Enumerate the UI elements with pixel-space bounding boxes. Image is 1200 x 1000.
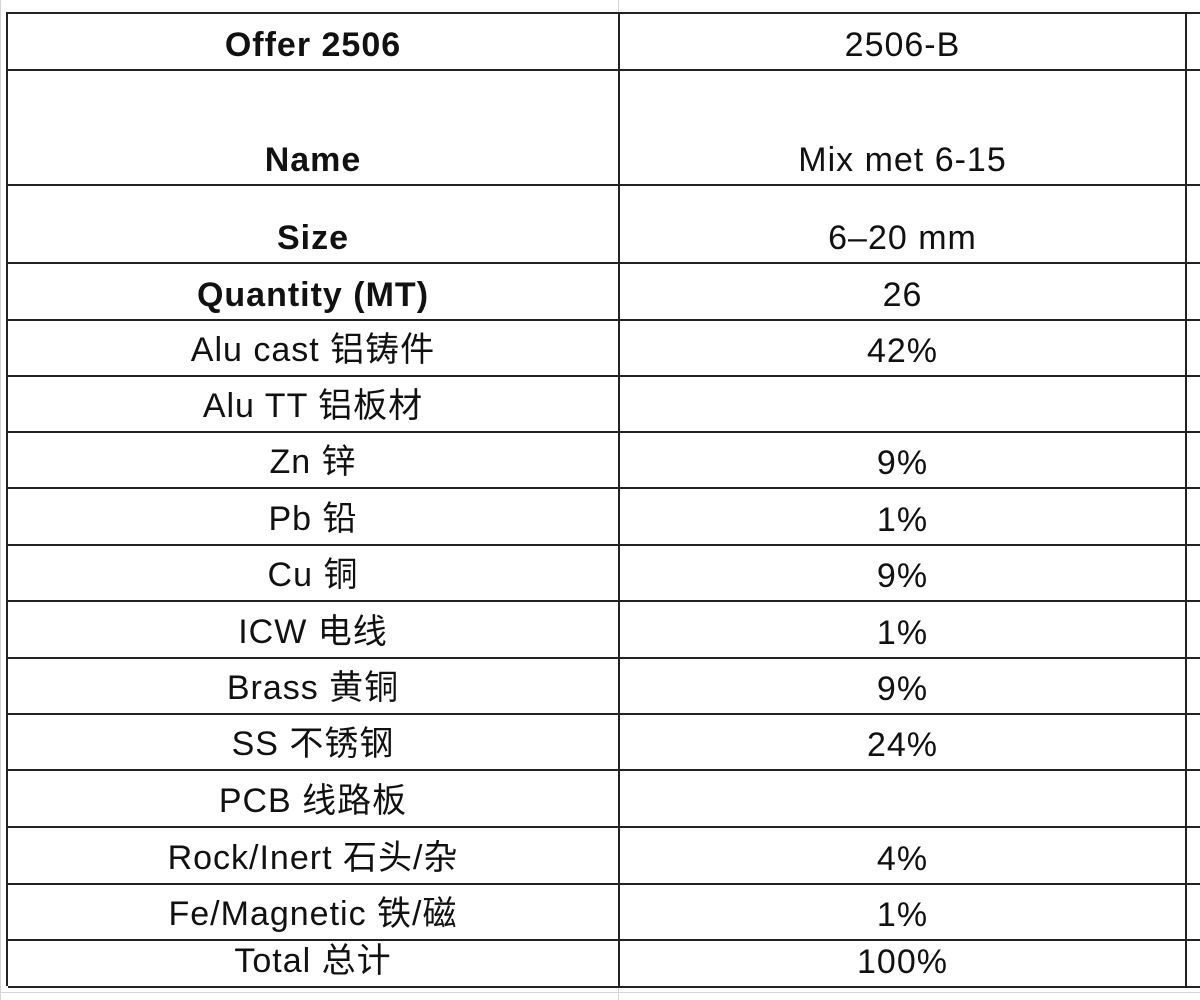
table-border — [6, 12, 8, 986]
row-value — [620, 771, 1187, 828]
row-value: 9% — [620, 659, 1187, 715]
next-column-cell — [1187, 941, 1200, 988]
row-value: 9% — [620, 433, 1187, 489]
row-value: 1% — [620, 885, 1187, 941]
row-value: 26 — [620, 264, 1187, 321]
sheet-gridline — [0, 992, 1200, 993]
row-label: Pb 铅 — [8, 489, 620, 546]
row-value: 9% — [620, 546, 1187, 602]
row-label: Alu TT 铝板材 — [8, 377, 620, 433]
next-column-cell — [1187, 71, 1200, 186]
sheet-gridline — [0, 0, 1, 1000]
next-column-cell — [1187, 14, 1200, 71]
row-label: Brass 黄铜 — [8, 659, 620, 715]
row-value: 6–20 mm — [620, 186, 1187, 264]
next-column-cell — [1187, 828, 1200, 885]
next-column-cell — [1187, 489, 1200, 546]
row-label: PCB 线路板 — [8, 771, 620, 828]
row-label: ICW 电线 — [8, 602, 620, 659]
row-label: Size — [8, 186, 620, 264]
next-column-cell — [1187, 659, 1200, 715]
next-column-cell — [1187, 377, 1200, 433]
row-label: Rock/Inert 石头/杂 — [8, 828, 620, 885]
next-column-cell — [1187, 771, 1200, 828]
next-column-cell — [1187, 186, 1200, 264]
row-label: Alu cast 铝铸件 — [8, 321, 620, 377]
row-value: 2506-B — [620, 14, 1187, 71]
next-column-cell — [1187, 264, 1200, 321]
row-value: 24% — [620, 715, 1187, 771]
next-column-cell — [1187, 602, 1200, 659]
row-value: 1% — [620, 489, 1187, 546]
next-column-cell — [1187, 546, 1200, 602]
next-column-cell — [1187, 433, 1200, 489]
row-value: 4% — [620, 828, 1187, 885]
row-label: Zn 锌 — [8, 433, 620, 489]
row-value: Mix met 6-15 — [620, 71, 1187, 186]
row-label: Total 总计 — [8, 941, 620, 988]
table-border — [6, 12, 1200, 14]
row-value — [620, 377, 1187, 433]
row-label: Name — [8, 71, 620, 186]
row-value: 42% — [620, 321, 1187, 377]
row-label: Cu 铜 — [8, 546, 620, 602]
row-label: SS 不锈钢 — [8, 715, 620, 771]
next-column-cell — [1187, 885, 1200, 941]
next-column-cell — [1187, 321, 1200, 377]
row-value: 100% — [620, 941, 1187, 988]
sheet-gridline — [618, 0, 619, 12]
sheet-gridline — [618, 986, 619, 1000]
row-label: Offer 2506 — [8, 14, 620, 71]
row-value: 1% — [620, 602, 1187, 659]
row-label: Fe/Magnetic 铁/磁 — [8, 885, 620, 941]
next-column-cell — [1187, 715, 1200, 771]
row-label: Quantity (MT) — [8, 264, 620, 321]
